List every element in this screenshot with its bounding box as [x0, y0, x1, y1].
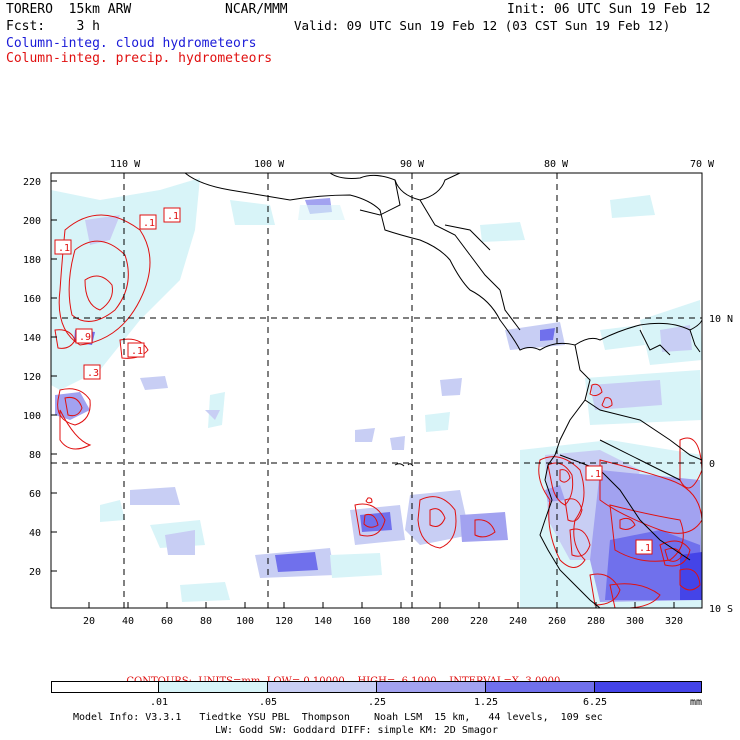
organization-label: NCAR/MMM: [225, 2, 288, 17]
colorbar-units: mm: [690, 697, 703, 708]
contour-label: .9: [79, 332, 91, 343]
x-tick-label: 160: [353, 616, 371, 627]
model-info-line2: LW: Godd SW: Goddard DIFF: simple KM: 2D…: [215, 725, 498, 736]
colorbar-label: 1.25: [474, 697, 499, 708]
x-tick-label: 100: [236, 616, 254, 627]
x-tick-label: 20: [83, 616, 95, 627]
y-tick-label: 220: [23, 177, 41, 188]
x-tick-label: 300: [626, 616, 644, 627]
contour-label-boxes: [54, 207, 653, 555]
lon-label: 100 W: [254, 159, 285, 170]
axis-ticks: [51, 180, 675, 608]
colorbar-label: 6.25: [583, 697, 608, 708]
colorbar-segment: [267, 681, 377, 693]
y-tick-label: 200: [23, 216, 41, 227]
contour-label: .1: [131, 346, 143, 357]
y-tick-label: 40: [29, 528, 41, 539]
colorbar-segment: [51, 681, 159, 693]
contour-label: .1: [143, 218, 155, 229]
x-tick-label: 280: [587, 616, 605, 627]
lat-label: 10 N: [709, 314, 733, 325]
contour-label: .1: [639, 543, 651, 554]
precip-field-title: Column-integ. precip. hydrometeors: [6, 51, 273, 66]
map-frame: [50, 172, 703, 609]
model-info-line1: Model Info: V3.3.1 Tiedtke YSU PBL Thomp…: [73, 712, 603, 723]
x-tick-label: 200: [431, 616, 449, 627]
y-tick-label: 180: [23, 255, 41, 266]
lon-label: 80 W: [544, 159, 569, 170]
map-gridlines: [51, 173, 702, 608]
lon-label: 110 W: [110, 159, 141, 170]
x-tick-label: 240: [509, 616, 527, 627]
colorbar-segment: [376, 681, 486, 693]
cloud-hydrometeor-shading: [51, 178, 702, 608]
y-tick-label: 140: [23, 333, 41, 344]
x-tick-label: 140: [314, 616, 332, 627]
colorbar-segment: [158, 681, 268, 693]
forecast-hour: Fcst: 3 h: [6, 19, 100, 34]
x-tick-label: 60: [161, 616, 173, 627]
y-tick-label: 60: [29, 489, 41, 500]
valid-time: Valid: 09 UTC Sun 19 Feb 12 (03 CST Sun …: [294, 18, 671, 33]
x-tick-label: 120: [275, 616, 293, 627]
x-tick-label: 220: [470, 616, 488, 627]
y-tick-label: 20: [29, 567, 41, 578]
init-time: Init: 06 UTC Sun 19 Feb 12: [507, 2, 711, 17]
contour-label: .1: [167, 211, 179, 222]
cloud-field-title: Column-integ. cloud hydrometeors: [6, 36, 257, 51]
lon-label: 90 W: [400, 159, 425, 170]
lat-label: 10 S: [709, 604, 733, 615]
y-tick-label: 160: [23, 294, 41, 305]
lon-label: 70 W: [690, 159, 715, 170]
model-title: TORERO 15km ARW: [6, 2, 132, 17]
contour-label: .1: [58, 243, 70, 254]
lat-label: 0: [709, 459, 715, 470]
contour-label: .3: [87, 368, 99, 379]
x-tick-label: 320: [665, 616, 683, 627]
colorbar-label: .25: [368, 697, 387, 708]
colorbar-label: .05: [259, 697, 278, 708]
y-tick-label: 80: [29, 450, 41, 461]
x-tick-label: 180: [392, 616, 410, 627]
colorbar-segment: [594, 681, 702, 693]
y-tick-label: 100: [23, 411, 41, 422]
contour-label: .1: [589, 469, 601, 480]
x-tick-label: 260: [548, 616, 566, 627]
y-tick-label: 120: [23, 372, 41, 383]
coastlines: [184, 173, 702, 608]
colorbar-segment: [485, 681, 595, 693]
x-tick-label: 80: [200, 616, 212, 627]
x-tick-label: 40: [122, 616, 134, 627]
colorbar-label: .01: [150, 697, 169, 708]
